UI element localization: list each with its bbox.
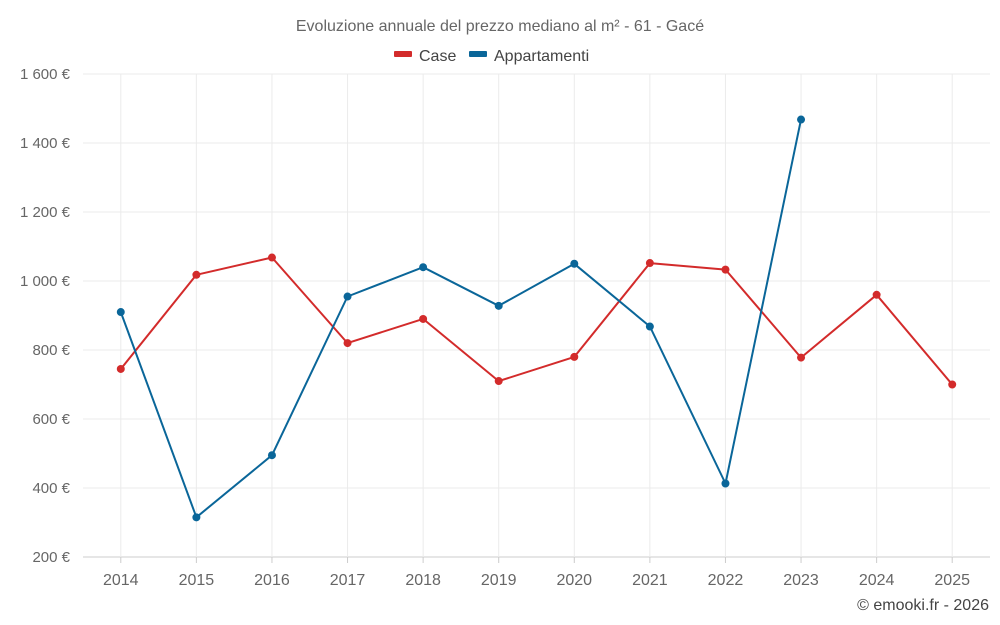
- data-point-appartamenti[interactable]: [419, 263, 428, 272]
- x-tick-label: 2019: [481, 572, 517, 589]
- data-point-appartamenti[interactable]: [192, 513, 201, 522]
- y-axis: 200 € 400 € 600 € 800 € 1 000 € 1 200 € 1 400 …: [20, 66, 71, 566]
- data-point-case[interactable]: [570, 352, 579, 361]
- data-point-case[interactable]: [267, 253, 276, 262]
- legend-swatch-appartamenti[interactable]: [469, 51, 487, 57]
- series-appartamenti: [116, 115, 806, 522]
- legend-swatch-case[interactable]: [394, 51, 412, 57]
- data-point-case[interactable]: [872, 290, 881, 299]
- x-tick-label: 2023: [783, 572, 819, 589]
- x-tick-label: 2021: [632, 572, 668, 589]
- y-tick-label: 1 600 €: [20, 66, 71, 83]
- data-point-case[interactable]: [645, 259, 654, 268]
- data-point-appartamenti[interactable]: [570, 259, 579, 268]
- series-line-appartamenti: [119, 119, 802, 519]
- x-axis: 2014 2015 2016 2017 2018 2019 2020 2021 2022 2023…: [103, 572, 970, 589]
- x-tick-label: 2016: [254, 572, 290, 589]
- chart-title: Evoluzione annuale del prezzo mediano al…: [296, 18, 704, 35]
- x-tick-label: 2025: [934, 572, 970, 589]
- data-point-case[interactable]: [494, 377, 503, 386]
- series-case: [116, 253, 957, 389]
- data-point-appartamenti[interactable]: [267, 451, 276, 460]
- series: [116, 115, 957, 522]
- data-point-appartamenti[interactable]: [721, 479, 730, 488]
- legend-label-case[interactable]: Case: [419, 48, 456, 65]
- data-point-case[interactable]: [343, 339, 352, 348]
- legend: Case Appartamenti: [394, 48, 589, 65]
- y-tick-label: 600 €: [32, 411, 70, 428]
- data-point-case[interactable]: [192, 270, 201, 279]
- x-tick-label: 2022: [708, 572, 744, 589]
- y-tick-label: 1 000 €: [20, 273, 71, 290]
- y-tick-label: 1 200 €: [20, 204, 71, 221]
- y-tick-label: 800 €: [32, 342, 70, 359]
- x-tick-label: 2015: [179, 572, 215, 589]
- grid: [83, 73, 990, 563]
- x-tick-label: 2017: [330, 572, 366, 589]
- data-point-case[interactable]: [419, 314, 428, 323]
- data-point-case[interactable]: [797, 353, 806, 362]
- x-tick-label: 2018: [405, 572, 441, 589]
- data-point-appartamenti[interactable]: [116, 308, 125, 317]
- x-tick-label: 2014: [103, 572, 139, 589]
- data-point-case[interactable]: [721, 265, 730, 274]
- data-point-case[interactable]: [116, 364, 125, 373]
- legend-label-appartamenti[interactable]: Appartamenti: [494, 48, 589, 65]
- data-point-appartamenti[interactable]: [797, 115, 806, 124]
- credit-text: © emooki.fr - 2026: [857, 597, 989, 614]
- y-tick-label: 400 €: [32, 480, 70, 497]
- series-line-case: [120, 256, 953, 386]
- data-point-appartamenti[interactable]: [343, 292, 352, 301]
- x-tick-label: 2024: [859, 572, 895, 589]
- data-point-case[interactable]: [948, 380, 957, 389]
- y-tick-label: 1 400 €: [20, 135, 71, 152]
- data-point-appartamenti[interactable]: [494, 301, 503, 310]
- x-tick-label: 2020: [556, 572, 592, 589]
- data-point-appartamenti[interactable]: [645, 322, 654, 331]
- y-tick-label: 200 €: [32, 549, 70, 566]
